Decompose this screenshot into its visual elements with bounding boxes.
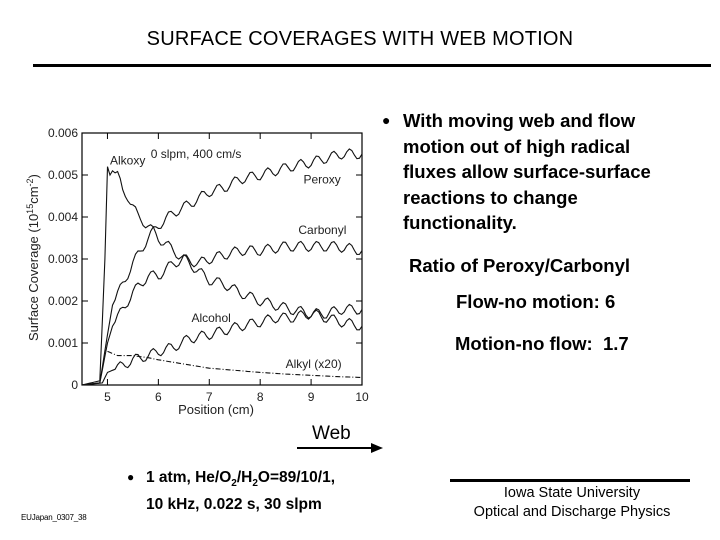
y-tick-label: 0.005	[48, 168, 78, 182]
institution-block: Iowa State University Optical and Discha…	[440, 484, 704, 522]
series-label: Peroxy	[303, 172, 340, 186]
y-tick-label: 0.004	[48, 210, 78, 224]
series-line-alcohol	[81, 303, 363, 386]
chart-svg: 0 0.001 0.002 0.003 0.004 0.005 0.006 5 6 7 8 9 10 Po…	[25, 126, 369, 417]
web-direction-label: Web	[312, 423, 351, 444]
title-divider	[33, 64, 711, 67]
x-tick-label: 10	[355, 390, 369, 404]
ratio-motion-no-flow: Motion-no flow: 1.7	[455, 333, 629, 354]
y-tick-label: 0.006	[48, 126, 78, 140]
y-tick-label: 0	[71, 378, 78, 392]
series-label: Carbonyl	[298, 223, 346, 237]
x-axis-label: Position (cm)	[178, 402, 254, 417]
plot-frame	[81, 132, 363, 386]
conditions-line-1: 1 atm, He/O2/H2O=89/10/1,	[146, 467, 335, 494]
series-line-alkyl-x20-	[107, 350, 362, 378]
conditions-text: O=89/10/1,	[257, 469, 336, 486]
series-line-alkoxy	[81, 166, 363, 386]
arrow-right-icon	[297, 443, 383, 453]
slide-title: SURFACE COVERAGES WITH WEB MOTION	[146, 28, 574, 50]
surface-coverage-chart: 0 0.001 0.002 0.003 0.004 0.005 0.006 5 6 7 8 9 10 Po…	[0, 115, 390, 420]
conditions-line-2: 10 kHz, 0.022 s, 30 slpm	[146, 496, 322, 514]
y-tick-label: 0.003	[48, 252, 78, 266]
chart-annotation: 0 slpm, 400 cm/s	[151, 147, 242, 161]
slide-id: EUJapan_0307_38	[21, 513, 87, 522]
bullet-icon: ●	[382, 112, 391, 128]
bullet-icon: ●	[127, 470, 135, 484]
subscript: 2	[231, 478, 237, 490]
conditions-text: 1 atm, He/O	[146, 469, 232, 486]
conditions-text: /H	[236, 469, 253, 486]
y-axis-label: Surface Coverage (1015cm-2)	[25, 174, 41, 341]
ratio-flow-no-motion: Flow-no motion: 6	[456, 291, 616, 312]
series-label: Alkoxy	[110, 154, 145, 168]
x-tick-label: 6	[155, 390, 162, 404]
x-tick-label: 7	[206, 390, 213, 404]
x-tick-label: 9	[308, 390, 315, 404]
ratio-heading: Ratio of Peroxy/Carbonyl	[409, 255, 631, 276]
main-bullet-text: With moving web and flow motion out of h…	[403, 110, 651, 233]
x-tick-label: 5	[104, 390, 111, 404]
y-tick-label: 0.001	[48, 336, 78, 350]
y-tick-label: 0.002	[48, 294, 78, 308]
series-line-peroxy	[81, 148, 363, 386]
main-bullet: ● With moving web and flow motion out of…	[382, 108, 712, 236]
institution-name: Iowa State University	[503, 485, 641, 501]
x-tick-label: 8	[257, 390, 264, 404]
series-label: Alkyl (x20)	[286, 357, 342, 371]
subscript: 2	[252, 478, 258, 490]
institution-divider	[450, 479, 690, 482]
series-line-carbonyl	[81, 240, 363, 386]
group-name: Optical and Discharge Physics	[473, 504, 671, 520]
conditions-bullet: ● 1 atm, He/O2/H2O=89/10/1, 10 kHz, 0.02…	[127, 467, 335, 515]
series-label: Alcohol	[191, 311, 230, 325]
